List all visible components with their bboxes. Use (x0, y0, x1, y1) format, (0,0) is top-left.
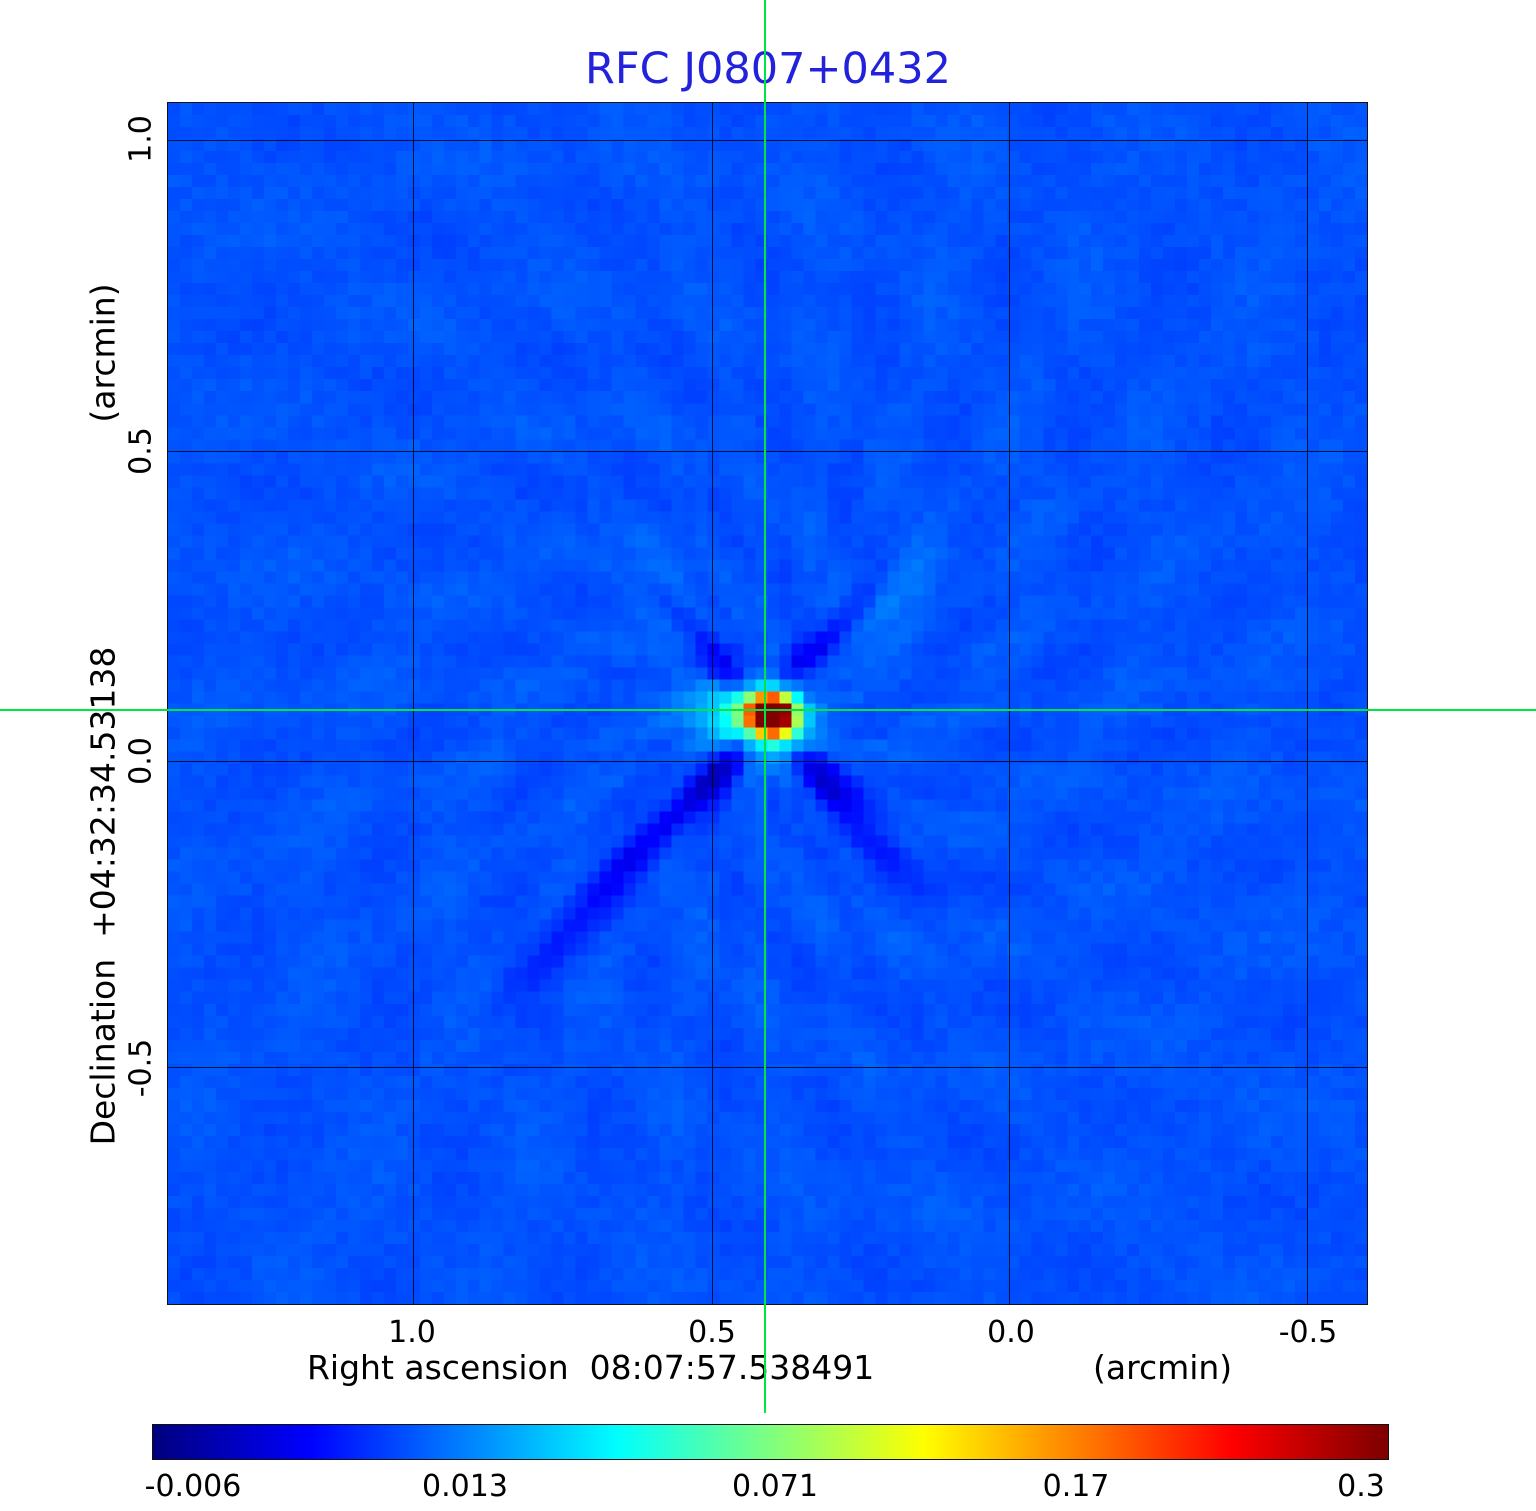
colorbar-tick-label: 0.3 (1337, 1469, 1385, 1504)
x-tick-label: 0.0 (987, 1315, 1035, 1350)
colorbar-tick-label: 0.013 (422, 1469, 508, 1504)
crosshair-vertical-line (764, 0, 766, 1413)
x-axis-label: Right ascension 08:07:57.538491 (307, 1348, 875, 1387)
crosshair-horizontal-line (0, 709, 1536, 711)
gridline-horizontal (168, 1067, 1367, 1069)
x-tick-label: -0.5 (1278, 1315, 1338, 1350)
y-tick-label: -0.5 (123, 1038, 159, 1098)
gridline-vertical (412, 103, 414, 1304)
gridline-vertical (1009, 103, 1011, 1304)
gridline-vertical (1307, 103, 1309, 1304)
x-tick-label: 0.5 (688, 1315, 736, 1350)
colorbar-tick-label: 0.17 (1042, 1469, 1110, 1504)
colorbar (152, 1424, 1389, 1460)
sky-map-canvas (168, 103, 1367, 1304)
colorbar-tick-label: -0.006 (144, 1469, 242, 1504)
colorbar-canvas (153, 1425, 1388, 1459)
y-tick-label: 0.5 (123, 427, 159, 475)
gridline-vertical (711, 103, 713, 1304)
gridline-horizontal (168, 451, 1367, 453)
x-axis-unit: (arcmin) (1093, 1348, 1233, 1387)
y-tick-label: 1.0 (123, 115, 159, 163)
gridline-horizontal (168, 761, 1367, 763)
gridline-horizontal (168, 139, 1367, 141)
sky-map (167, 102, 1368, 1305)
plot-title: RFC J0807+0432 (585, 44, 951, 94)
y-tick-label: 0.0 (123, 737, 159, 785)
y-axis-unit: (arcmin) (83, 283, 123, 423)
y-axis-label: Declination +04:32:34.53138 (83, 646, 123, 1146)
colorbar-tick-label: 0.071 (732, 1469, 818, 1504)
x-tick-label: 1.0 (388, 1315, 436, 1350)
